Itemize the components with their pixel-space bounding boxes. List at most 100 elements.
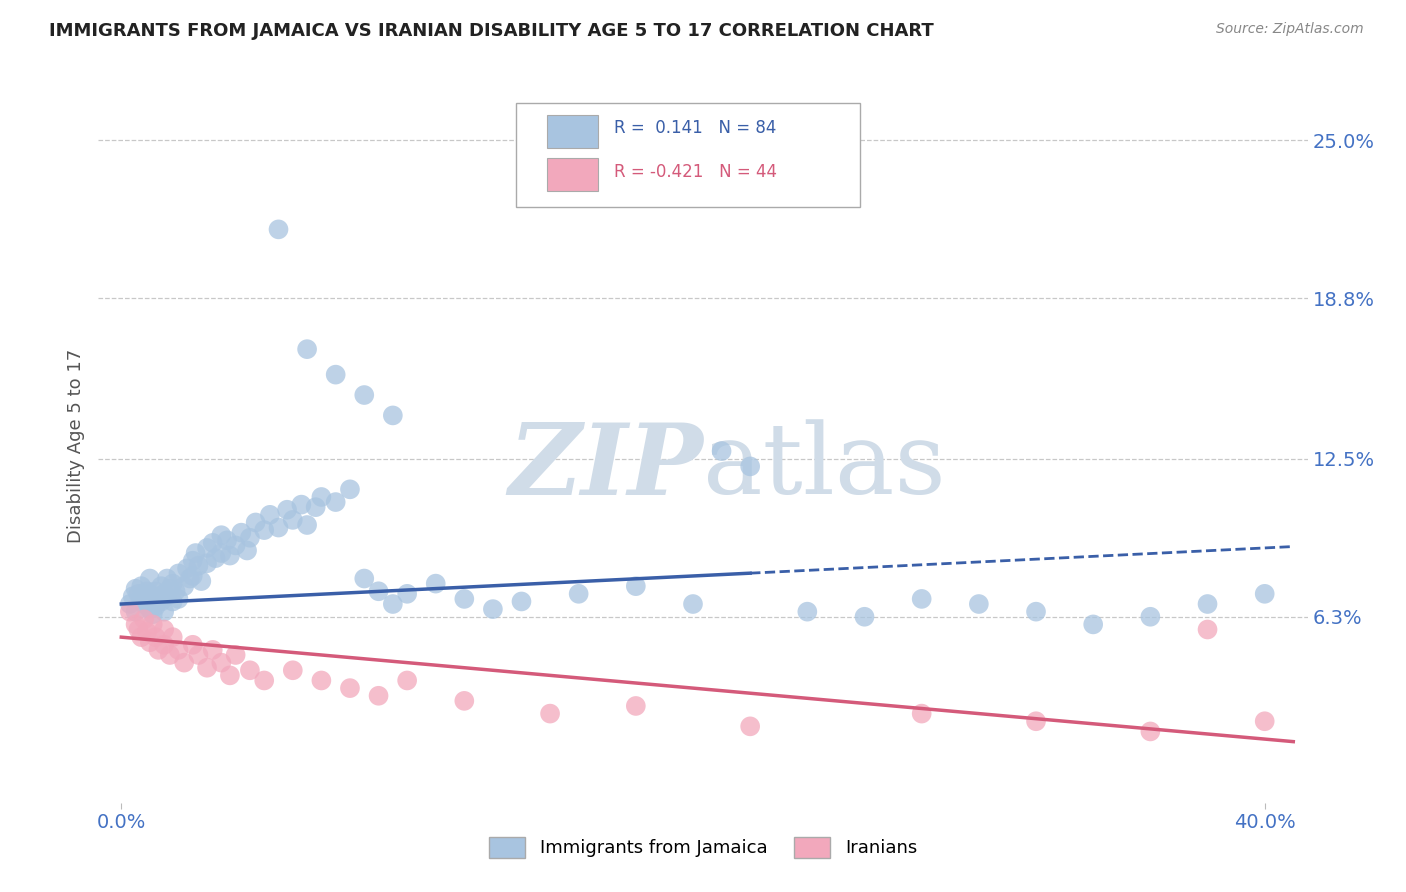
Point bbox=[425, 576, 447, 591]
Point bbox=[167, 591, 190, 606]
Point bbox=[145, 584, 167, 599]
Point bbox=[167, 566, 190, 581]
Point bbox=[624, 698, 647, 713]
Point bbox=[339, 483, 361, 497]
Point bbox=[201, 643, 224, 657]
Point bbox=[209, 546, 232, 560]
Point bbox=[311, 490, 333, 504]
Point bbox=[204, 551, 226, 566]
Point bbox=[281, 663, 304, 677]
Point bbox=[165, 584, 187, 599]
Point bbox=[290, 498, 312, 512]
Point bbox=[267, 222, 290, 236]
Point bbox=[118, 597, 141, 611]
FancyBboxPatch shape bbox=[547, 158, 598, 191]
Point bbox=[150, 579, 173, 593]
Point bbox=[740, 459, 762, 474]
Point bbox=[153, 638, 176, 652]
Text: IMMIGRANTS FROM JAMAICA VS IRANIAN DISABILITY AGE 5 TO 17 CORRELATION CHART: IMMIGRANTS FROM JAMAICA VS IRANIAN DISAB… bbox=[49, 22, 934, 40]
Point bbox=[139, 587, 162, 601]
Point bbox=[136, 625, 159, 640]
FancyBboxPatch shape bbox=[547, 115, 598, 148]
Point bbox=[136, 594, 159, 608]
Point bbox=[142, 591, 165, 606]
Point bbox=[1025, 714, 1047, 729]
Point bbox=[159, 582, 181, 596]
Point bbox=[381, 597, 404, 611]
Point bbox=[1025, 605, 1047, 619]
Point bbox=[259, 508, 281, 522]
Point bbox=[121, 590, 143, 604]
Point bbox=[142, 617, 165, 632]
Point bbox=[253, 673, 276, 688]
Point bbox=[239, 663, 262, 677]
Point bbox=[148, 643, 170, 657]
Point bbox=[195, 541, 218, 555]
Point bbox=[305, 500, 328, 515]
Point bbox=[219, 549, 242, 563]
Point bbox=[187, 648, 209, 662]
Point bbox=[124, 582, 146, 596]
Point bbox=[325, 495, 347, 509]
Point bbox=[215, 533, 238, 548]
Point bbox=[145, 599, 167, 614]
Point bbox=[159, 648, 181, 662]
Point bbox=[367, 584, 389, 599]
Point bbox=[1083, 617, 1105, 632]
Point bbox=[181, 638, 204, 652]
Point bbox=[209, 656, 232, 670]
Point bbox=[1139, 724, 1161, 739]
Point bbox=[568, 587, 591, 601]
Point bbox=[176, 561, 198, 575]
Point bbox=[253, 523, 276, 537]
Text: atlas: atlas bbox=[703, 419, 946, 516]
Point bbox=[173, 656, 195, 670]
Point bbox=[139, 635, 162, 649]
Text: R =  0.141   N = 84: R = 0.141 N = 84 bbox=[613, 120, 776, 137]
Point bbox=[276, 502, 298, 516]
Point bbox=[353, 572, 375, 586]
Point bbox=[162, 594, 184, 608]
Point bbox=[136, 584, 159, 599]
Point bbox=[295, 518, 318, 533]
Point bbox=[127, 623, 149, 637]
Point bbox=[231, 525, 253, 540]
Point bbox=[267, 520, 290, 534]
Point bbox=[396, 673, 419, 688]
Point bbox=[167, 643, 190, 657]
Point bbox=[153, 623, 176, 637]
Point bbox=[353, 388, 375, 402]
Point bbox=[129, 579, 152, 593]
Point bbox=[325, 368, 347, 382]
Point bbox=[134, 612, 156, 626]
Point bbox=[482, 602, 505, 616]
Point bbox=[796, 605, 818, 619]
Point bbox=[225, 538, 247, 552]
Point bbox=[1254, 587, 1277, 601]
Point bbox=[195, 556, 218, 570]
Point bbox=[339, 681, 361, 695]
Point bbox=[173, 579, 195, 593]
Point bbox=[1197, 623, 1219, 637]
Point bbox=[139, 572, 162, 586]
Point bbox=[150, 594, 173, 608]
Point bbox=[967, 597, 990, 611]
Point bbox=[142, 607, 165, 622]
Point bbox=[1254, 714, 1277, 729]
Point bbox=[236, 543, 259, 558]
Point bbox=[1310, 694, 1333, 708]
Point bbox=[295, 342, 318, 356]
Point bbox=[624, 579, 647, 593]
Point bbox=[124, 605, 146, 619]
Point bbox=[311, 673, 333, 688]
Y-axis label: Disability Age 5 to 17: Disability Age 5 to 17 bbox=[66, 349, 84, 543]
Point bbox=[181, 569, 204, 583]
Point bbox=[225, 648, 247, 662]
Point bbox=[510, 594, 533, 608]
Point bbox=[187, 558, 209, 573]
Point bbox=[281, 513, 304, 527]
Point bbox=[124, 617, 146, 632]
Point bbox=[1139, 609, 1161, 624]
Point bbox=[139, 602, 162, 616]
Point bbox=[381, 409, 404, 423]
